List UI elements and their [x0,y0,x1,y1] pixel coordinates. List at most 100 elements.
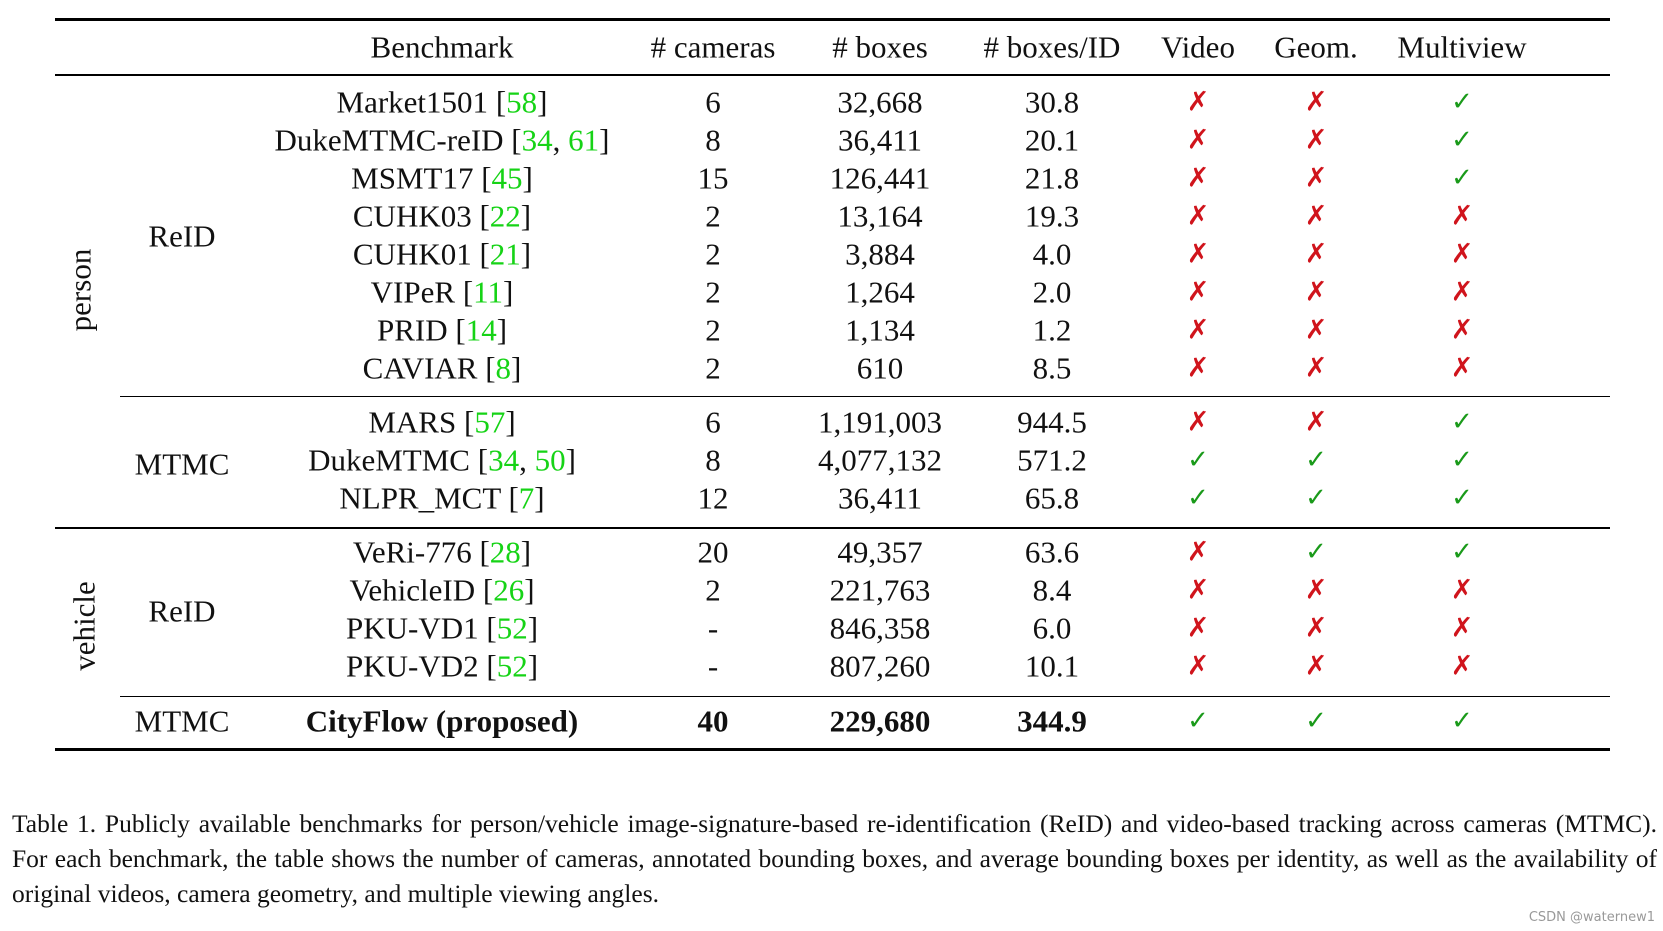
video-cross-icon: ✗ [1186,200,1210,232]
section-person: person [62,248,98,332]
boxes-cell: 32,668 [837,84,923,120]
ref-bracket: ] [534,480,545,516]
per-id-cell: 65.8 [1024,480,1080,516]
multiview-cross-icon: ✗ [1450,314,1474,346]
cameras-cell: - [707,610,719,646]
multiview-check-icon: ✓ [1451,125,1473,155]
ref-bracket: [ [455,274,474,310]
video-cross-icon: ✗ [1186,406,1210,438]
geom-cross-icon: ✗ [1304,200,1328,232]
citation-ref: 61 [568,122,600,158]
ref-bracket: ] [537,84,548,120]
video-cross-icon: ✗ [1186,86,1210,118]
geom-cross-icon: ✗ [1304,650,1328,682]
ref-bracket: ] [527,610,539,646]
table-bottom-rule [55,748,1610,751]
benchmark-name: MARS [368,404,457,440]
header-video: Video [1161,29,1235,65]
per-id-cell: 944.5 [1017,404,1087,440]
per-id-cell: 2.0 [1032,274,1072,310]
geom-cross-icon: ✗ [1304,574,1328,606]
cameras-cell: 2 [705,236,721,272]
person-reid-mtmc-rule [120,396,1610,397]
boxes-cell: 221,763 [829,572,931,608]
multiview-cross-icon: ✗ [1450,612,1474,644]
multiview-cross-icon: ✗ [1450,650,1474,682]
ref-bracket: [ [478,610,497,646]
table-top-rule [55,18,1610,21]
ref-bracket: [ [500,480,519,516]
benchmark-cell: CUHK03 [22] [353,201,531,232]
ref-bracket: ] [522,160,533,196]
ref-bracket: [ [477,350,496,386]
ref-bracket: [ [471,198,490,234]
citation-ref: 8 [495,350,512,386]
ref-bracket: [ [478,648,497,684]
citation-ref: 34 [488,442,520,478]
per-id-cell: 10.1 [1024,648,1080,684]
benchmark-name: DukeMTMC [308,442,470,478]
citation-ref: 57 [474,404,506,440]
video-check-icon: ✓ [1187,483,1209,513]
table-caption: Table 1. Publicly available benchmarks f… [12,809,1657,908]
group-vehicle-reid: ReID [148,593,216,629]
ref-bracket: ] [565,442,576,478]
video-check-icon: ✓ [1187,706,1209,736]
ref-separator: , [519,442,535,478]
benchmark-name: Market1501 [336,84,489,120]
header-boxes-per-id: # boxes/ID [983,29,1121,65]
header-benchmark: Benchmark [370,29,514,65]
multiview-check-icon: ✓ [1451,445,1473,475]
boxes-cell: 610 [856,350,904,386]
group-person-reid: ReID [148,218,216,254]
citation-ref: 21 [489,236,521,272]
ref-bracket: [ [471,534,490,570]
geom-cross-icon: ✗ [1304,124,1328,156]
boxes-cell: 36,411 [837,480,923,516]
multiview-cross-icon: ✗ [1450,276,1474,308]
citation-ref: 52 [496,648,528,684]
benchmark-name: MSMT17 [351,160,474,196]
cameras-cell: 8 [705,122,721,158]
multiview-check-icon: ✓ [1451,87,1473,117]
geom-check-icon: ✓ [1305,537,1327,567]
per-id-cell: 6.0 [1032,610,1072,646]
boxes-cell: 126,441 [829,160,931,196]
cameras-cell: 2 [705,350,721,386]
geom-cross-icon: ✗ [1304,276,1328,308]
boxes-cell: 807,260 [829,648,931,684]
vehicle-reid-mtmc-rule [120,696,1610,697]
benchmark-name: NLPR_MCT [339,480,501,516]
header-boxes: # boxes [832,29,928,65]
boxes-cell: 4,077,132 [818,442,942,478]
multiview-check-icon: ✓ [1451,407,1473,437]
ref-bracket: [ [471,236,490,272]
ref-bracket: ] [524,572,535,608]
video-check-icon: ✓ [1187,445,1209,475]
citation-ref: 34 [521,122,553,158]
ref-bracket: [ [473,160,492,196]
cameras-cell: 2 [705,312,721,348]
citation-ref: 50 [534,442,566,478]
boxes-cell: 36,411 [837,122,923,158]
group-person-mtmc: MTMC [134,446,230,482]
video-cross-icon: ✗ [1186,650,1210,682]
per-id-cell: 571.2 [1017,442,1087,478]
boxes-cell: 13,164 [837,198,923,234]
per-id-cell: 1.2 [1032,312,1072,348]
ref-bracket: ] [505,404,516,440]
benchmark-name: DukeMTMC-reID [274,122,504,158]
benchmark-name: VIPeR [370,274,456,310]
benchmark-cell: PKU-VD1 [52] [346,613,538,644]
citation-ref: 7 [518,480,535,516]
citation-ref: 14 [465,312,497,348]
per-id-cell: 30.8 [1024,84,1080,120]
boxes-cell: 49,357 [837,534,923,570]
boxes-cell: 846,358 [829,610,931,646]
geom-check-icon: ✓ [1305,706,1327,736]
benchmark-cell: DukeMTMC-reID [34, 61] [275,125,610,156]
ref-bracket: [ [456,404,475,440]
benchmark-cell: CAVIAR [8] [363,353,522,384]
benchmark-name: CUHK01 [352,236,472,272]
multiview-check-icon: ✓ [1451,483,1473,513]
